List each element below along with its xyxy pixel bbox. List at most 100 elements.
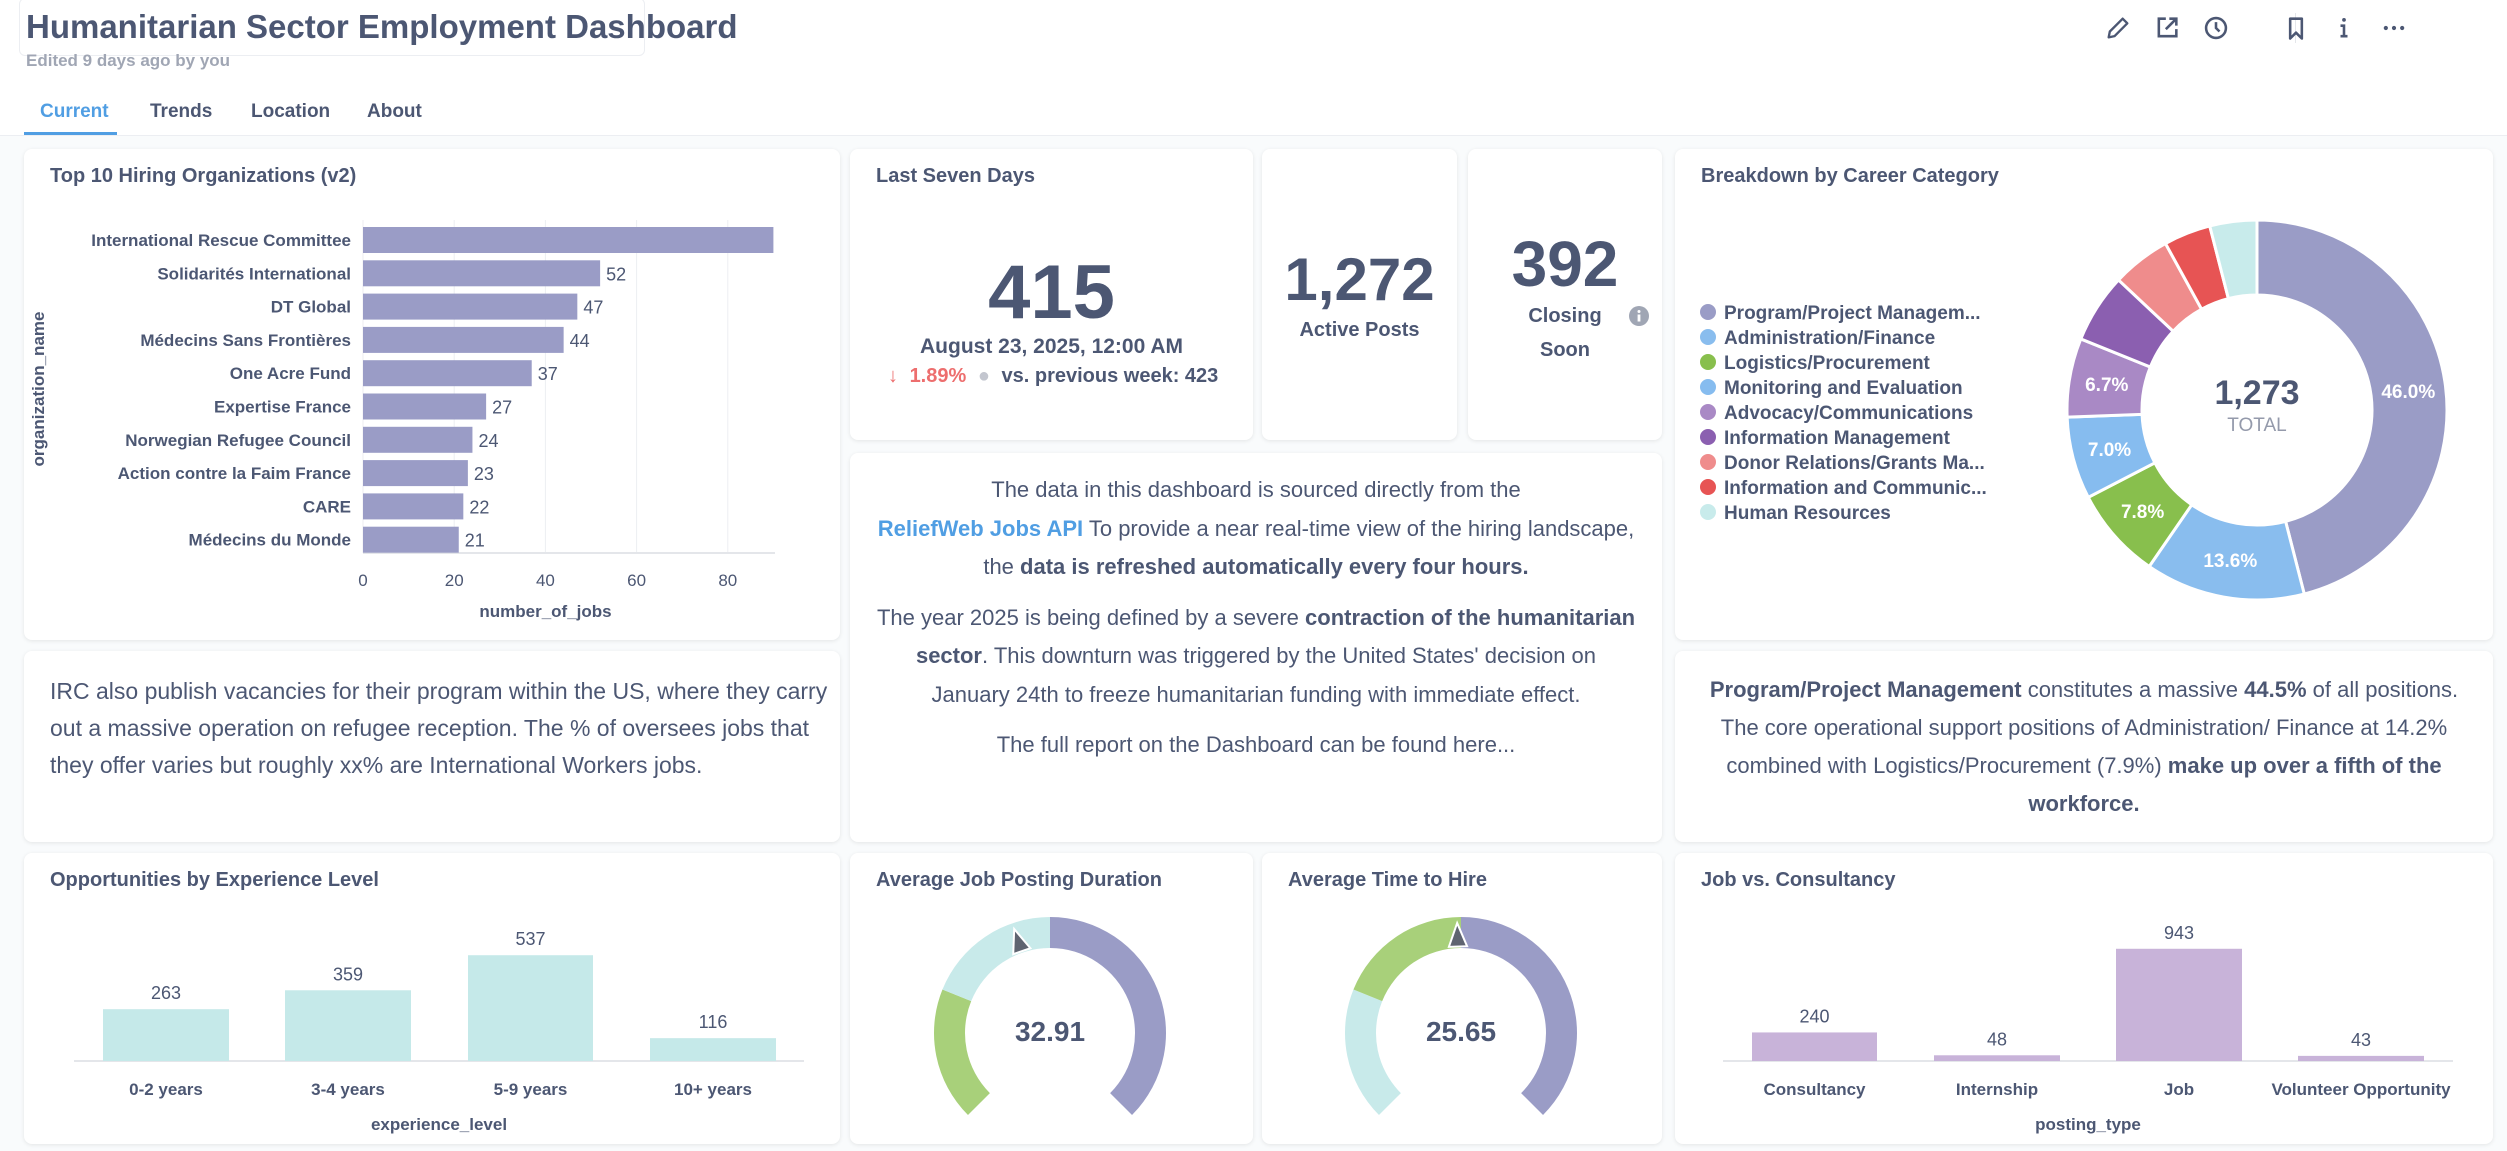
category-label: Job <box>2164 1080 2194 1099</box>
tab-location[interactable]: Location <box>251 101 331 122</box>
data-label: 116 <box>699 1012 728 1032</box>
bar[interactable] <box>363 426 473 453</box>
full-report-text[interactable]: The full report on the Dashboard can be … <box>996 732 1516 757</box>
card-title[interactable]: Last Seven Days <box>876 165 1035 187</box>
donut-slice[interactable] <box>2255 218 2449 596</box>
legend-label[interactable]: Monitoring and Evaluation <box>1724 378 1963 399</box>
card-title[interactable]: Opportunities by Experience Level <box>50 869 379 891</box>
bar[interactable] <box>363 227 774 253</box>
legend-label[interactable]: Advocacy/Communications <box>1724 403 1973 424</box>
bookmark-icon[interactable] <box>2282 14 2310 42</box>
edited-info[interactable]: Edited 9 days ago by you <box>26 51 231 70</box>
tab-about[interactable]: About <box>367 101 422 122</box>
gauge-needle-icon <box>1012 926 1033 956</box>
legend-dot <box>1700 379 1716 395</box>
legend-label[interactable]: Program/Project Managem... <box>1724 303 1981 324</box>
legend-dot <box>1700 479 1716 495</box>
title-edit-box[interactable] <box>19 0 645 56</box>
bar[interactable] <box>2116 948 2242 1061</box>
closing-soon-card: 392 Closing Soon <box>1468 149 1662 440</box>
gauge-segment <box>934 989 990 1116</box>
active-posts-card: 1,272 Active Posts <box>1262 149 1457 440</box>
data-label: 47 <box>583 298 603 318</box>
irc-note-text: IRC also publish vacancies for their pro… <box>50 678 828 778</box>
bar[interactable] <box>468 955 593 1061</box>
category-label: Expertise France <box>214 398 351 417</box>
bar[interactable] <box>2298 1055 2424 1061</box>
slice-label: 6.7% <box>2085 375 2128 396</box>
category-label: Action contre la Faim France <box>118 464 351 483</box>
active-tab-indicator <box>24 132 117 135</box>
pencil-icon[interactable] <box>2104 14 2132 42</box>
bar[interactable] <box>650 1038 776 1061</box>
data-label: 37 <box>538 364 558 384</box>
bar[interactable] <box>103 1009 229 1061</box>
bar[interactable] <box>363 460 468 487</box>
legend-dot <box>1700 504 1716 520</box>
gauge-segment <box>1461 917 1577 1116</box>
experience-level-card: Opportunities by Experience Level 263 0-2… <box>24 853 840 1144</box>
x-axis-label: experience_level <box>371 1115 507 1134</box>
x-axis-label: number_of_jobs <box>479 602 611 621</box>
dashboard-title[interactable]: Humanitarian Sector Employment Dashboard <box>26 8 738 45</box>
x-axis-label: posting_type <box>2035 1115 2141 1134</box>
card-title[interactable]: Average Time to Hire <box>1288 869 1487 891</box>
bar[interactable] <box>363 493 464 520</box>
x-tick-label: 40 <box>536 571 555 590</box>
legend-label[interactable]: Human Resources <box>1724 503 1891 524</box>
bar[interactable] <box>363 526 459 553</box>
closing-soon-value[interactable]: 392 <box>1511 228 1619 300</box>
bar[interactable] <box>363 293 578 320</box>
bar[interactable] <box>1752 1032 1877 1061</box>
donut-total: 1,273 <box>2214 374 2300 412</box>
gauge-segment <box>1345 989 1401 1116</box>
bar[interactable] <box>363 393 487 420</box>
kpi-value[interactable]: 415 <box>988 250 1115 335</box>
info-icon[interactable] <box>1629 306 1649 326</box>
legend-label[interactable]: Logistics/Procurement <box>1724 353 1931 374</box>
category-label: International Rescue Committee <box>91 231 351 250</box>
clock-icon[interactable] <box>2202 14 2230 42</box>
card-title[interactable]: Top 10 Hiring Organizations (v2) <box>50 165 357 187</box>
kpi-comparison: vs. previous week: 423 <box>1001 365 1219 387</box>
info-icon[interactable] <box>2330 14 2358 42</box>
gauge-value: 32.91 <box>1014 1016 1086 1047</box>
legend-label[interactable]: Administration/Finance <box>1724 328 1935 349</box>
category-label: 10+ years <box>674 1080 752 1099</box>
x-tick-label: 60 <box>627 571 646 590</box>
data-label: 22 <box>469 497 489 517</box>
legend-label[interactable]: Donor Relations/Grants Ma... <box>1724 453 1985 474</box>
card-title[interactable]: Average Job Posting Duration <box>876 869 1162 891</box>
data-label: 44 <box>570 331 590 351</box>
card-title[interactable]: Job vs. Consultancy <box>1701 869 1896 891</box>
x-tick-label: 80 <box>718 571 737 590</box>
bar[interactable] <box>1934 1055 2060 1061</box>
category-label: Volunteer Opportunity <box>2271 1080 2451 1099</box>
data-label: 537 <box>515 929 545 949</box>
bar[interactable] <box>363 260 601 287</box>
y-axis-label: organization_name <box>29 312 48 467</box>
tab-trends[interactable]: Trends <box>150 101 213 122</box>
data-label: 43 <box>2351 1030 2371 1050</box>
donut-slice[interactable] <box>2207 218 2259 301</box>
bar[interactable] <box>363 326 564 353</box>
slice-label: 7.0% <box>2088 440 2131 461</box>
active-posts-value[interactable]: 1,272 <box>1284 246 1435 313</box>
card-title[interactable]: Breakdown by Career Category <box>1701 165 1999 187</box>
legend-label[interactable]: Information and Communic... <box>1724 478 1987 499</box>
bar[interactable] <box>285 990 411 1061</box>
top-orgs-bar-chart: 0 20 40 60 80 International Rescue Committee S… <box>29 220 775 621</box>
tab-current[interactable]: Current <box>40 101 109 122</box>
data-label: 263 <box>151 983 181 1003</box>
external-link-icon[interactable] <box>2153 14 2181 42</box>
data-label: 52 <box>606 264 626 284</box>
data-label: 21 <box>465 531 485 551</box>
bar[interactable] <box>363 360 532 387</box>
active-posts-label: Active Posts <box>1299 319 1420 341</box>
about-data-card: The data in this dashboard is sourced di… <box>850 453 1662 842</box>
more-icon[interactable] <box>2380 14 2408 42</box>
reliefweb-api-link[interactable]: ReliefWeb Jobs API <box>877 515 1084 541</box>
category-label: 0-2 years <box>129 1080 203 1099</box>
gauge-segment <box>942 917 1050 1002</box>
legend-label[interactable]: Information Management <box>1724 428 1951 449</box>
